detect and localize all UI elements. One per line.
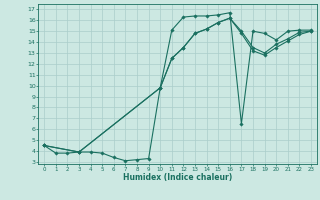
X-axis label: Humidex (Indice chaleur): Humidex (Indice chaleur)	[123, 173, 232, 182]
